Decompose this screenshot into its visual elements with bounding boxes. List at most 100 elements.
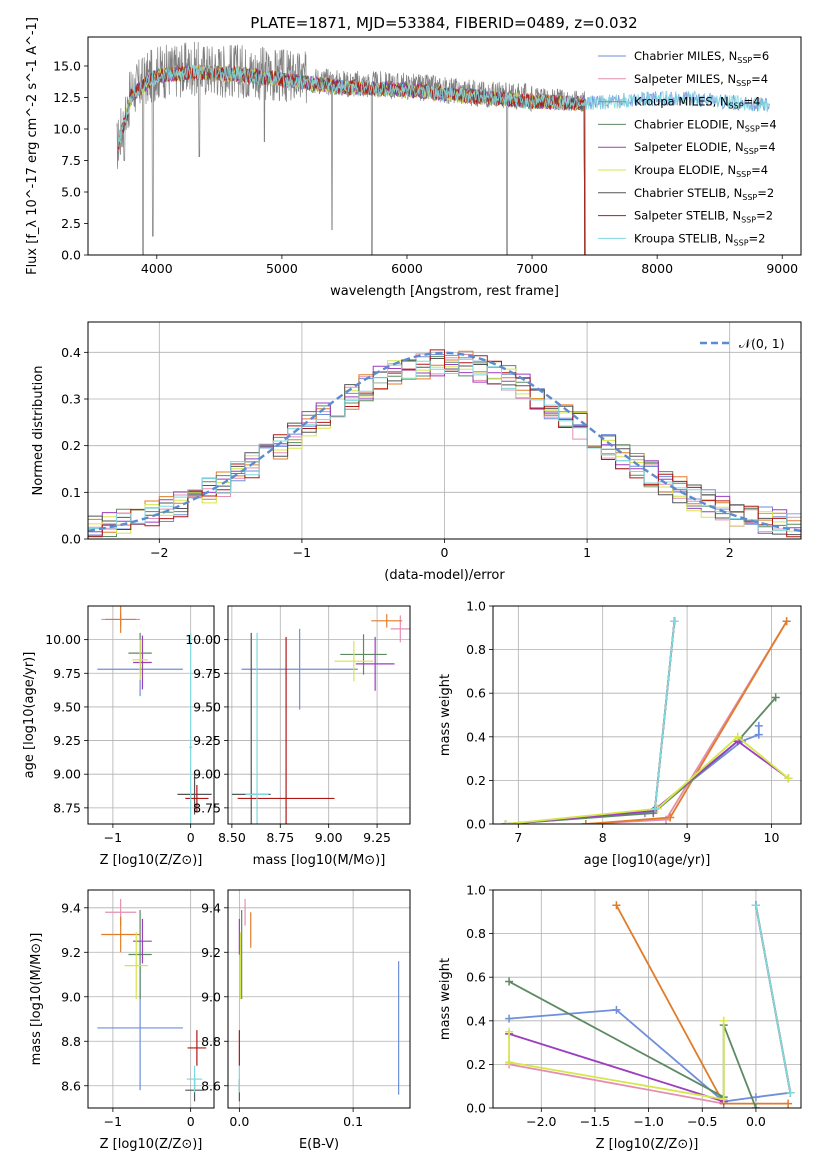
y-tick-label: 8.6: [201, 1078, 221, 1093]
plot-area: [505, 901, 795, 1108]
plot-area: [97, 898, 207, 1102]
x-tick-label: −2.0: [526, 1114, 556, 1129]
axes-frame: [227, 889, 411, 1109]
legend-subscript: SSP: [745, 124, 760, 133]
weight-marker-kroupa_elodie: [501, 820, 510, 824]
legend-label: Chabrier MILES, NSSP=6: [634, 49, 769, 65]
model-spectrum-kroupa_stelib: [117, 64, 770, 147]
y-axis-label: age [log10(age/yr)]: [22, 652, 37, 779]
y-tick-label: 0.6: [466, 970, 486, 985]
weight-marker-kroupa_elodie: [784, 774, 793, 783]
weight-line-salpeter_elodie: [505, 740, 789, 824]
histogram-salpeter_stelib: [88, 349, 801, 538]
age-vs-mass-panel: 8.50 8.75 9.00 9.25 8.75 9.00 9.25 9.50 9.75 10.0…: [185, 605, 411, 868]
y-tick-label: 10.0: [53, 121, 81, 136]
x-tick-label: 8.50: [218, 830, 246, 845]
y-tick-label: 0.2: [466, 773, 486, 788]
spectrum-title: PLATE=1871, MJD=53384, FIBERID=0489, z=0…: [250, 14, 637, 32]
legend-tail: =4: [744, 95, 761, 109]
weight-marker-kroupa_miles: [666, 813, 675, 822]
legend-tail: =4: [759, 140, 776, 154]
legend-subscript: SSP: [741, 216, 756, 225]
weight-line-chabrier_miles: [505, 725, 760, 824]
plot-area: [238, 898, 400, 1102]
y-tick-label: 10.00: [45, 632, 81, 647]
legend-subscript: SSP: [729, 102, 744, 111]
axes-frame: [87, 889, 215, 1109]
weight-line-kroupa_miles: [585, 620, 788, 824]
x-tick-label: −1.0: [633, 1114, 663, 1129]
x-tick-label: 9: [683, 830, 691, 845]
y-tick-label: 0.0: [466, 817, 486, 832]
y-tick-label: 7.5: [61, 153, 81, 168]
mass-vs-ebv-panel: 0.0 0.1 8.6 8.8 9.0 9.2 9.4 E(B-V): [201, 889, 411, 1152]
weight-marker-kroupa_miles: [612, 901, 621, 910]
legend-tail: =4: [751, 163, 768, 177]
y-tick-label: 0.4: [61, 345, 81, 360]
legend-tail: =2: [749, 231, 766, 245]
legend-tail: =4: [760, 117, 777, 131]
y-tick-label: 9.50: [53, 699, 81, 714]
x-axis-label: E(B-V): [299, 1137, 339, 1152]
y-tick-label: 8.6: [61, 1078, 81, 1093]
y-tick-label: 12.5: [53, 90, 81, 105]
y-tick-label: 15.0: [53, 58, 81, 73]
x-tick-label: 7: [514, 830, 522, 845]
weight-line-kroupa_stelib: [654, 621, 676, 809]
x-tick-label: 5000: [266, 261, 298, 276]
weight-vs-age-panel: 7 8 9 10 0.0 0.2 0.4 0.6 0.8 1.0 age [log10(age/yr…: [438, 599, 802, 868]
weight-marker-kroupa_stelib: [651, 804, 660, 813]
weight-vs-metallicity-panel: −2.0 −1.5 −1.0 −0.5 0.0 0.0 0.2 0.4 0.6 0.8 1.0 Z […: [438, 883, 802, 1152]
plot-area: [88, 349, 801, 538]
y-tick-label: 9.2: [201, 945, 221, 960]
legend-label: Salpeter MILES, NSSP=4: [634, 72, 768, 88]
x-axis-label: age [log10(age/yr)]: [584, 853, 711, 868]
y-tick-label: 0.2: [61, 438, 81, 453]
x-tick-label: 7000: [516, 261, 548, 276]
x-tick-label: 8: [599, 830, 607, 845]
x-tick-label: 0: [187, 1114, 195, 1129]
x-tick-label: −1: [293, 545, 311, 560]
legend-label: Kroupa ELODIE, NSSP=4: [634, 163, 768, 179]
legend-label: Salpeter ELODIE, NSSP=4: [634, 140, 776, 156]
y-tick-label: 2.5: [61, 216, 81, 231]
x-tick-label: 0.0: [229, 1114, 249, 1129]
weight-marker-kroupa_elodie: [505, 1058, 514, 1067]
legend-subscript: SSP: [736, 170, 751, 179]
y-tick-label: 8.8: [201, 1034, 221, 1049]
legend-label: 𝒩(0, 1): [739, 336, 785, 351]
legend-tail: =2: [757, 186, 774, 200]
x-tick-label: 10: [764, 830, 780, 845]
weight-marker-chabrier_elodie: [505, 977, 514, 986]
weight-marker-kroupa_miles: [782, 617, 791, 626]
x-tick-label: 2: [726, 545, 734, 560]
plot-area: [116, 41, 770, 255]
weight-marker-kroupa_elodie: [733, 732, 742, 741]
plot-area: [501, 617, 793, 824]
y-tick-label: 0.0: [61, 532, 81, 547]
axes-frame: [492, 889, 802, 1109]
y-tick-label: 0.8: [466, 642, 486, 657]
age-vs-metallicity-panel: −1 0 8.75 9.00 9.25 9.50 9.75 10.00 Z [log10(Z/Z…: [22, 605, 215, 868]
weight-marker-kroupa_elodie: [505, 1027, 514, 1036]
y-tick-label: 0.1: [61, 485, 81, 500]
y-tick-label: 9.2: [61, 945, 81, 960]
y-tick-label: 1.0: [466, 883, 486, 898]
y-tick-label: 10.00: [185, 632, 221, 647]
x-tick-label: 4000: [141, 261, 173, 276]
weight-line-kroupa_elodie: [505, 735, 789, 824]
y-tick-label: 9.50: [193, 699, 221, 714]
weight-marker-chabrier_miles: [751, 1093, 760, 1102]
x-tick-label: 0.1: [343, 1114, 363, 1129]
x-axis-label: Z [log10(Z/Z⊙)]: [100, 1137, 203, 1152]
weight-marker-chabrier_miles: [612, 1005, 621, 1014]
x-axis-label: wavelength [Angstrom, rest frame]: [330, 284, 559, 299]
y-tick-label: 5.0: [61, 184, 81, 199]
y-tick-label: 9.00: [53, 767, 81, 782]
mass-vs-metallicity-panel: −1 0 8.6 8.8 9.0 9.2 9.4 Z [log10(Z/Z⊙)] mass [l…: [29, 889, 215, 1152]
legend-label: Kroupa MILES, NSSP=4: [634, 95, 760, 111]
weight-marker-chabrier_miles: [754, 730, 763, 739]
weight-marker-chabrier_miles: [754, 721, 763, 730]
legend-label: Chabrier STELIB, NSSP=2: [634, 186, 774, 202]
weight-marker-kroupa_stelib: [786, 1088, 795, 1097]
